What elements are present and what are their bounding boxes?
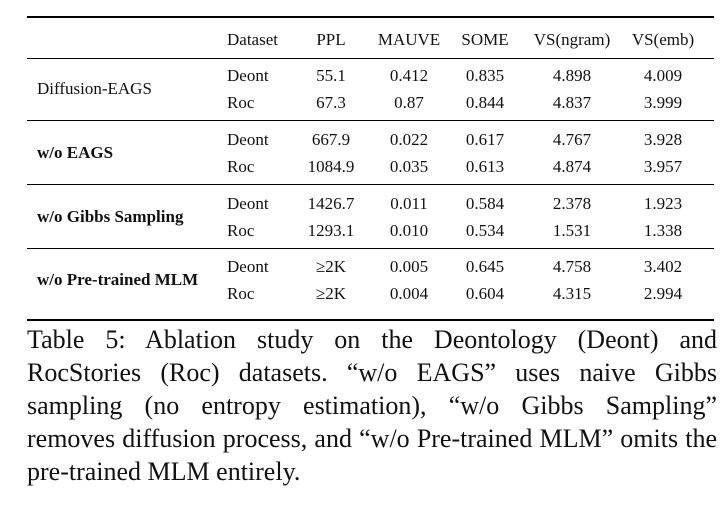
dataset-cell: Roc bbox=[227, 221, 255, 240]
vs-emb-cell: 3.957 bbox=[643, 157, 683, 176]
mauve-cell: 0.005 bbox=[389, 257, 429, 276]
table-caption: Table 5: Ablation study on the Deontolog… bbox=[27, 325, 717, 486]
dataset-cell: Deont bbox=[227, 66, 269, 85]
mauve-cell: 0.011 bbox=[390, 194, 428, 213]
mauve-cell: 0.010 bbox=[389, 221, 429, 240]
ppl-cell: 55.1 bbox=[316, 66, 346, 85]
vs-emb-cell: 2.994 bbox=[643, 284, 683, 303]
ppl-cell: 667.9 bbox=[311, 130, 351, 149]
group-rule bbox=[27, 184, 714, 185]
vs-emb-cell: 3.402 bbox=[643, 257, 683, 276]
mauve-cell: 0.035 bbox=[389, 157, 429, 176]
method-label: w/o EAGS bbox=[37, 143, 114, 162]
group-rule bbox=[27, 120, 714, 121]
vs-ngram-cell: 2.378 bbox=[552, 194, 592, 213]
mauve-cell: 0.412 bbox=[389, 66, 429, 85]
header-vs-emb: VS(emb) bbox=[631, 30, 695, 49]
vs-ngram-cell: 4.898 bbox=[552, 66, 592, 85]
ppl-cell: ≥2K bbox=[315, 284, 347, 303]
dataset-cell: Roc bbox=[227, 157, 255, 176]
some-cell: 0.835 bbox=[465, 66, 505, 85]
vs-emb-cell: 3.928 bbox=[643, 130, 683, 149]
mauve-cell: 0.022 bbox=[389, 130, 429, 149]
header-ppl: PPL bbox=[316, 30, 346, 49]
header-dataset: Dataset bbox=[227, 30, 278, 49]
vs-ngram-cell: 4.315 bbox=[552, 284, 592, 303]
table-top-rule bbox=[27, 16, 714, 18]
some-cell: 0.584 bbox=[465, 194, 505, 213]
some-cell: 0.844 bbox=[465, 93, 505, 112]
method-label: w/o Pre-trained MLM bbox=[37, 270, 199, 289]
table-bottom-rule bbox=[27, 319, 714, 321]
dataset-cell: Roc bbox=[227, 284, 255, 303]
ppl-cell: ≥2K bbox=[315, 257, 347, 276]
ppl-cell: 1084.9 bbox=[307, 157, 355, 176]
header-vs-ngram: VS(ngram) bbox=[533, 30, 611, 49]
some-cell: 0.613 bbox=[465, 157, 505, 176]
vs-emb-cell: 4.009 bbox=[643, 66, 683, 85]
vs-ngram-cell: 4.837 bbox=[552, 93, 592, 112]
vs-emb-cell: 1.923 bbox=[643, 194, 683, 213]
ppl-cell: 1293.1 bbox=[307, 221, 355, 240]
some-cell: 0.617 bbox=[465, 130, 505, 149]
table-header-rule bbox=[27, 58, 714, 59]
group-rule bbox=[27, 248, 714, 249]
ppl-cell: 67.3 bbox=[316, 93, 346, 112]
ppl-cell: 1426.7 bbox=[307, 194, 355, 213]
header-some: SOME bbox=[461, 30, 509, 49]
vs-ngram-cell: 1.531 bbox=[552, 221, 592, 240]
ablation-table: Dataset PPL MAUVE SOME VS(ngram) VS(emb)… bbox=[27, 16, 714, 322]
dataset-cell: Deont bbox=[227, 130, 269, 149]
vs-ngram-cell: 4.874 bbox=[552, 157, 592, 176]
mauve-cell: 0.87 bbox=[394, 93, 424, 112]
some-cell: 0.534 bbox=[465, 221, 505, 240]
dataset-cell: Deont bbox=[227, 194, 269, 213]
vs-ngram-cell: 4.758 bbox=[552, 257, 592, 276]
method-label: Diffusion-EAGS bbox=[37, 79, 152, 98]
vs-emb-cell: 3.999 bbox=[643, 93, 683, 112]
some-cell: 0.604 bbox=[465, 284, 505, 303]
mauve-cell: 0.004 bbox=[389, 284, 429, 303]
some-cell: 0.645 bbox=[465, 257, 505, 276]
header-mauve: MAUVE bbox=[377, 30, 441, 49]
vs-emb-cell: 1.338 bbox=[643, 221, 683, 240]
method-label: w/o Gibbs Sampling bbox=[37, 207, 184, 226]
vs-ngram-cell: 4.767 bbox=[552, 130, 592, 149]
dataset-cell: Roc bbox=[227, 93, 255, 112]
dataset-cell: Deont bbox=[227, 257, 269, 276]
